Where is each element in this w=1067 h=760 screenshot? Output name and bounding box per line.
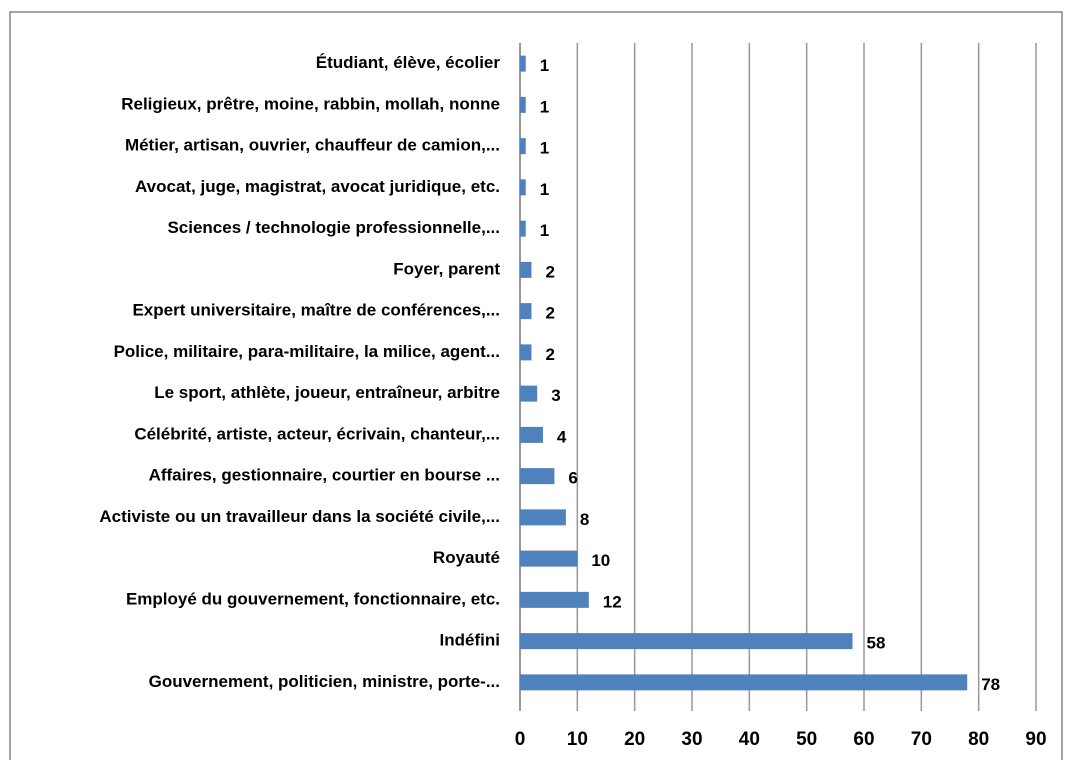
y-tick-label: Royauté [433, 548, 500, 567]
bar [520, 509, 566, 526]
bar [520, 468, 555, 485]
x-tick-label: 90 [1025, 729, 1046, 750]
bar [520, 385, 538, 402]
data-label: 12 [603, 592, 622, 611]
data-label: 58 [867, 634, 886, 653]
data-label: 2 [545, 345, 554, 364]
x-tick-label: 80 [968, 729, 989, 750]
data-label: 3 [551, 386, 560, 405]
data-label: 4 [557, 427, 567, 446]
y-tick-label: Activiste ou un travailleur dans la soci… [99, 507, 500, 526]
data-label: 1 [540, 97, 549, 116]
bar [520, 633, 853, 650]
bar [520, 550, 578, 567]
y-tick-label: Indéfini [440, 631, 500, 650]
y-tick-label: Sciences / technologie professionnelle,.… [167, 218, 500, 237]
bar [520, 674, 968, 691]
chart-border [9, 11, 1063, 760]
y-tick-label: Religieux, prêtre, moine, rabbin, mollah… [121, 94, 500, 113]
data-label: 1 [540, 221, 549, 240]
bar [520, 303, 532, 320]
data-label: 1 [540, 139, 549, 158]
bar [520, 138, 526, 155]
x-tick-label: 60 [853, 729, 874, 750]
data-label: 2 [545, 262, 554, 281]
bar [520, 344, 532, 361]
data-label: 6 [568, 469, 577, 488]
x-tick-label: 30 [681, 729, 702, 750]
y-tick-label: Le sport, athlète, joueur, entraîneur, a… [154, 383, 500, 402]
y-tick-label: Métier, artisan, ouvrier, chauffeur de c… [125, 136, 500, 155]
y-tick-label: Foyer, parent [393, 259, 500, 278]
y-tick-label: Police, militaire, para-militaire, la mi… [114, 342, 500, 361]
bar [520, 55, 526, 72]
x-tick-label: 70 [911, 729, 932, 750]
data-label: 8 [580, 510, 589, 529]
bar [520, 591, 589, 608]
y-tick-label: Expert universitaire, maître de conféren… [132, 301, 500, 320]
bar [520, 96, 526, 113]
bar [520, 261, 532, 278]
data-label: 78 [981, 675, 1000, 694]
data-label: 1 [540, 180, 549, 199]
y-tick-label: Gouvernement, politicien, ministre, port… [149, 672, 500, 691]
bar [520, 426, 543, 443]
x-tick-label: 0 [515, 729, 526, 750]
y-tick-label: Célébrité, artiste, acteur, écrivain, ch… [134, 424, 500, 443]
y-tick-label: Avocat, juge, magistrat, avocat juridiqu… [135, 177, 500, 196]
y-tick-label: Étudiant, élève, écolier [316, 53, 501, 72]
x-tick-label: 10 [567, 729, 588, 750]
data-label: 2 [545, 304, 554, 323]
x-tick-label: 20 [624, 729, 645, 750]
y-tick-label: Employé du gouvernement, fonctionnaire, … [126, 589, 500, 608]
data-label: 10 [591, 551, 610, 570]
bar [520, 220, 526, 237]
x-tick-label: 50 [796, 729, 817, 750]
y-tick-label: Affaires, gestionnaire, courtier en bour… [149, 466, 500, 485]
bar [520, 179, 526, 196]
data-label: 1 [540, 56, 549, 75]
x-tick-label: 40 [739, 729, 760, 750]
